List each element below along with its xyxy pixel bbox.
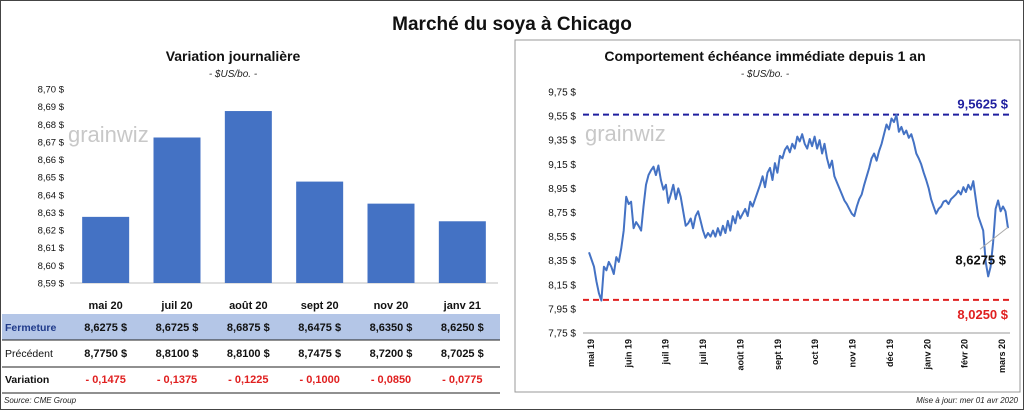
low-value-label: 8,0250 $ (957, 307, 1008, 322)
daily-variation-chart: Variation journalière - $US/bo. - grainwiz… (2, 48, 500, 394)
chart2-x-label: janv 20 (922, 339, 932, 371)
chart2-ytick-label: 9,35 $ (548, 136, 576, 147)
chart2-ytick-label: 8,75 $ (548, 208, 576, 219)
table-cell: 8,6250 $ (441, 322, 484, 334)
high-value-label: 9,5625 $ (957, 97, 1008, 112)
chart2-ytick-label: 8,35 $ (548, 256, 576, 267)
chart2-ytick-label: 9,15 $ (548, 160, 576, 171)
chart2-panel-border (514, 39, 1021, 393)
chart1-ytick-label: 8,66 $ (38, 155, 65, 166)
chart1-ytick-label: 8,68 $ (38, 120, 65, 131)
chart1-watermark: grainwiz (68, 122, 149, 147)
main-title: Marché du soya à Chicago (392, 14, 632, 35)
chart1-ytick-label: 8,61 $ (38, 243, 65, 254)
chart2-x-label: oct 19 (810, 339, 820, 365)
chart1-bar (367, 203, 415, 283)
table-cell: 8,8100 $ (156, 348, 199, 360)
table-cell: 8,6275 $ (84, 322, 127, 334)
table-cell: - 0,0850 (371, 374, 411, 386)
chart2-title: Comportement échéance immédiate depuis 1… (604, 48, 925, 64)
table-cell: 8,6350 $ (370, 322, 413, 334)
table-cell: 8,8100 $ (227, 348, 270, 360)
chart2-x-label: juin 19 (623, 339, 633, 369)
chart1-x-label: août 20 (229, 300, 268, 312)
source-note: Source: CME Group (4, 396, 77, 405)
table-cell: 8,6875 $ (227, 322, 270, 334)
table-cell: 8,6475 $ (298, 322, 341, 334)
chart2-ytick-label: 8,95 $ (548, 184, 576, 195)
chart2-x-label: nov 19 (848, 339, 858, 368)
chart1-subtitle: - $US/bo. - (209, 69, 258, 80)
table-cell: - 0,1375 (157, 374, 197, 386)
chart1-x-label: nov 20 (374, 300, 409, 312)
last-value-label: 8,6275 $ (955, 252, 1006, 267)
chart1-title: Variation journalière (166, 48, 301, 64)
table-cell: 8,6725 $ (156, 322, 199, 334)
chart1-ytick-label: 8,69 $ (38, 102, 65, 113)
table-cell: - 0,1000 (299, 374, 339, 386)
chart2-x-label: mai 19 (586, 339, 596, 367)
chart2-ytick-label: 9,55 $ (548, 112, 576, 123)
chart2-x-label: déc 19 (885, 339, 895, 367)
chart2-ytick-label: 7,75 $ (548, 329, 576, 340)
price-series-line (588, 113, 1009, 302)
chart1-bar (296, 181, 344, 283)
chart1-ytick-label: 8,59 $ (38, 279, 65, 290)
chart1-ytick-label: 8,64 $ (38, 190, 65, 201)
chart2-ytick-label: 9,75 $ (548, 88, 576, 99)
chart1-x-label: mai 20 (89, 300, 123, 312)
chart1-ytick-label: 8,63 $ (38, 208, 65, 219)
chart2-x-label: févr 20 (960, 339, 970, 368)
table-cell: 8,7475 $ (298, 348, 341, 360)
table-row-label: Précédent (5, 348, 53, 360)
chart2-ytick-label: 8,15 $ (548, 280, 576, 291)
chart1-x-label: janv 21 (443, 300, 481, 312)
chart2-x-label: juil 19 (698, 339, 708, 366)
table-cell: 8,7750 $ (84, 348, 127, 360)
chart1-bar (82, 216, 130, 283)
chart2-x-label: mars 20 (997, 339, 1007, 373)
chart1-bar (224, 111, 272, 283)
chart2-subtitle: - $US/bo. - (741, 69, 790, 80)
table-row-label: Variation (5, 374, 49, 386)
chart1-ytick-label: 8,62 $ (38, 226, 65, 237)
table-cell: - 0,1225 (228, 374, 268, 386)
update-note: Mise à jour: mer 01 avr 2020 (916, 396, 1018, 405)
table-cell: 8,7025 $ (441, 348, 484, 360)
chart1-bar (153, 137, 201, 283)
table-cell: - 0,0775 (442, 374, 482, 386)
chart1-ytick-label: 8,65 $ (38, 173, 65, 184)
chart1-ytick-label: 8,60 $ (38, 261, 65, 272)
table-cell: 8,7200 $ (370, 348, 413, 360)
chart2-x-label: août 19 (735, 339, 745, 371)
chart1-x-label: sept 20 (301, 300, 339, 312)
fermeture-row-bg (2, 314, 500, 340)
table-cell: - 0,1475 (85, 374, 125, 386)
chart2-ytick-label: 7,95 $ (548, 304, 576, 315)
chart1-ytick-label: 8,67 $ (38, 137, 65, 148)
chart1-ytick-label: 8,70 $ (38, 85, 65, 96)
chart2-watermark: grainwiz (585, 121, 666, 146)
chart1-x-label: juil 20 (160, 300, 192, 312)
chart2-x-label: sept 19 (773, 339, 783, 370)
table-row-label: Fermeture (5, 322, 57, 334)
chart2-x-label: juil 19 (661, 339, 671, 366)
chart1-bar (438, 221, 486, 283)
last-value-leader (979, 226, 1009, 250)
chart2-ytick-label: 8,55 $ (548, 232, 576, 243)
